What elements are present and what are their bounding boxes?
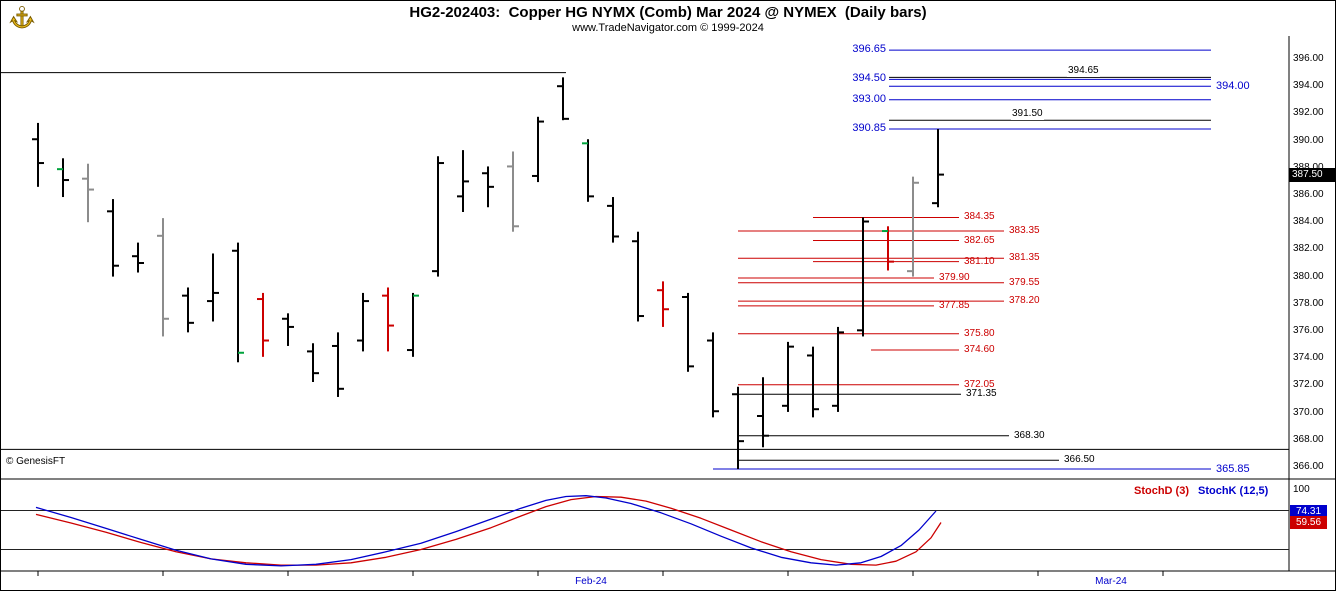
ohlc-bar (182, 287, 194, 333)
level-label: 383.35 (1009, 225, 1040, 237)
level-label: 381.35 (1009, 252, 1040, 264)
ohlc-bar (132, 242, 144, 273)
price-axis-label: 394.00 (1293, 80, 1324, 92)
level-label: 378.20 (1009, 295, 1040, 307)
level-label: 391.50 (1011, 108, 1044, 121)
ohlc-bar (532, 116, 544, 183)
stochk-label[interactable]: StochK (12,5) (1198, 485, 1269, 497)
price-axis-label: 396.00 (1293, 53, 1324, 64)
ohlc-bar (757, 377, 769, 448)
ohlc-bar (507, 151, 519, 232)
level-label: 394.00 (1216, 80, 1250, 93)
level-label: 384.35 (964, 211, 995, 223)
price-axis-label: 392.00 (1293, 107, 1324, 119)
price-axis-label: 384.00 (1293, 216, 1324, 228)
level-label: 374.60 (964, 344, 995, 356)
price-axis-label: 382.00 (1293, 243, 1324, 255)
ohlc-bar (332, 332, 344, 397)
ohlc-bar (32, 122, 44, 187)
ohlc-bar (432, 156, 444, 277)
level-label: 371.35 (966, 388, 997, 400)
price-axis-label: 366.00 (1293, 461, 1324, 472)
chart-subtitle: www.TradeNavigator.com © 1999-2024 (572, 22, 764, 34)
ohlc-bar (57, 158, 69, 198)
stochd-label[interactable]: StochD (3) (1134, 485, 1189, 497)
ohlc-bar (207, 253, 219, 322)
level-label: 381.10 (964, 255, 995, 267)
ohlc-bar (257, 292, 269, 357)
level-label: 394.50 (852, 72, 886, 85)
ohlc-bar (832, 326, 844, 412)
x-axis-label: Feb-24 (575, 576, 607, 587)
level-label: 375.80 (964, 327, 995, 339)
level-label: 396.65 (852, 43, 886, 56)
ohlc-bar (307, 343, 319, 382)
price-axis-label: 386.00 (1293, 189, 1324, 200)
ohlc-bar (457, 150, 469, 212)
ohlc-bar (482, 166, 494, 208)
stochd-value-box: 59.56 (1290, 516, 1327, 530)
ohlc-bar (232, 242, 244, 363)
chart-title: HG2-202403: Copper HG NYMX (Comb) Mar 20… (409, 4, 927, 21)
stochk-line (35, 495, 937, 567)
price-axis-label: 390.00 (1293, 134, 1324, 146)
price-axis-label: 388.00 (1293, 162, 1335, 174)
stoch-scale-100: 100 (1293, 484, 1310, 495)
x-axis-label: Mar-24 (1095, 576, 1127, 587)
level-label: 390.85 (852, 122, 886, 135)
ohlc-bar (282, 313, 294, 346)
ohlc-bar (382, 287, 394, 352)
level-label: 368.30 (1014, 429, 1045, 441)
stochd-line (35, 495, 942, 566)
ohlc-bar (732, 386, 744, 470)
level-label: 366.50 (1064, 454, 1095, 466)
ohlc-bar (107, 199, 119, 277)
ohlc-bar (607, 197, 619, 243)
ohlc-bar (782, 341, 794, 412)
price-axis-label: 378.00 (1293, 297, 1324, 309)
ohlc-bar (582, 139, 594, 202)
price-axis-label: 372.00 (1293, 379, 1324, 391)
last-price-box: 387.50 (1289, 167, 1335, 182)
ohlc-bar (657, 281, 669, 327)
level-label: 377.85 (939, 299, 970, 311)
price-axis-label: 370.00 (1293, 406, 1324, 418)
anchor-icon (9, 5, 35, 29)
level-label: 379.90 (939, 271, 970, 283)
ohlc-bar (682, 292, 694, 372)
price-axis-label: 380.00 (1293, 270, 1324, 282)
level-label: 372.05 (964, 378, 995, 390)
ohlc-bar (407, 292, 419, 357)
ohlc-bar (932, 129, 944, 208)
ohlc-bar (882, 226, 894, 271)
genesis-watermark: © GenesisFT (6, 456, 66, 467)
level-label: 394.65 (1067, 65, 1100, 78)
price-axis-label: 368.00 (1293, 433, 1324, 445)
ohlc-bar (82, 163, 94, 223)
level-label: 393.00 (852, 92, 886, 105)
ohlc-bar (357, 292, 369, 352)
ohlc-bar (632, 231, 644, 322)
ohlc-bar (157, 218, 169, 337)
stochk-value-box: 74.31 (1290, 504, 1327, 518)
level-label: 382.65 (964, 234, 995, 246)
price-axis-label: 376.00 (1293, 325, 1324, 336)
ohlc-bar (907, 176, 919, 277)
ohlc-bar (557, 77, 569, 121)
anchor-logo (7, 4, 37, 37)
level-label: 365.85 (1216, 463, 1250, 476)
ohlc-bar (807, 346, 819, 418)
ohlc-bar (857, 217, 869, 337)
ohlc-bar (707, 332, 719, 418)
price-axis-label: 374.00 (1293, 352, 1324, 364)
level-label: 379.55 (1009, 276, 1040, 288)
